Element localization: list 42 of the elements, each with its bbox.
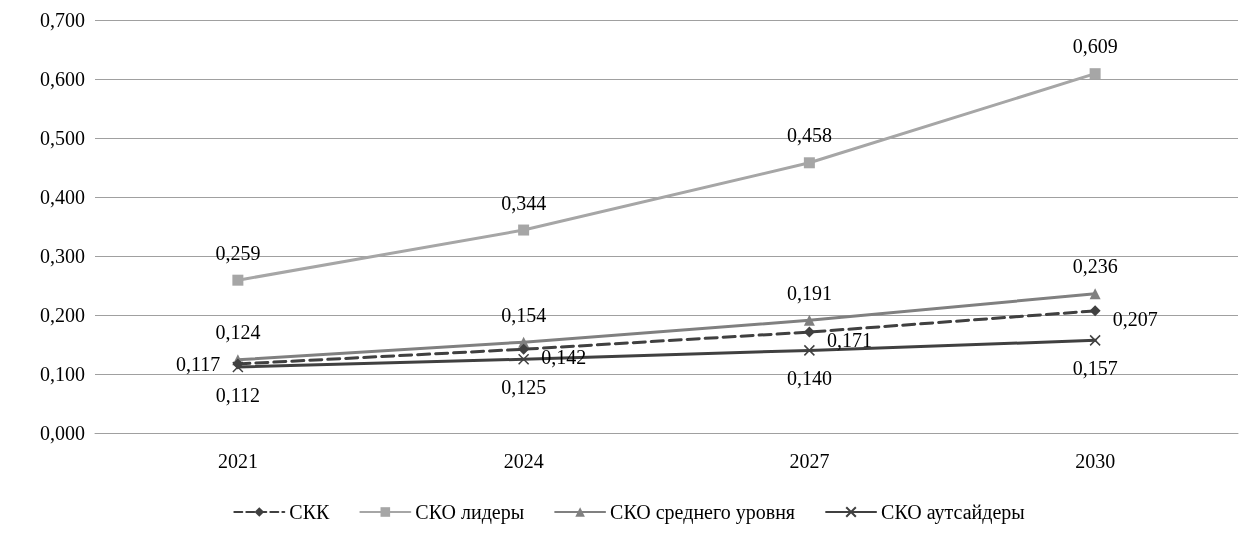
x-tick-label: 2027	[789, 450, 830, 472]
point	[518, 224, 530, 236]
data-label: 0,117	[176, 352, 221, 375]
legend-label: СКО аутсайдеры	[881, 501, 1025, 524]
data-label: 0,171	[826, 329, 872, 352]
data-label: 0,154	[501, 303, 547, 326]
y-tick-label: 0,700	[40, 9, 85, 31]
data-label: 0,125	[501, 376, 547, 398]
data-label: 0,157	[1072, 357, 1118, 380]
y-tick-label: 0,600	[40, 68, 85, 90]
data-label: 0,458	[786, 124, 832, 147]
y-tick-label: 0,200	[40, 304, 85, 326]
data-label: 0,609	[1072, 35, 1118, 58]
data-label: 0,140	[786, 367, 832, 390]
legend-label: СКО лидеры	[415, 501, 525, 524]
y-tick-label: 0,000	[40, 422, 85, 444]
point	[1089, 288, 1101, 300]
point	[803, 314, 815, 326]
point	[232, 274, 244, 286]
point	[1089, 68, 1101, 80]
x-tick-label: 2030	[1075, 450, 1116, 472]
y-tick-label: 0,400	[40, 186, 85, 208]
legend-label: СКО среднего уровня	[610, 501, 796, 524]
point	[803, 344, 816, 357]
data-label: 0,259	[215, 241, 261, 264]
x-tick-label: 2024	[503, 450, 544, 472]
y-tick-label: 0,100	[40, 363, 85, 385]
data-label: 0,344	[501, 191, 547, 214]
point	[1089, 305, 1101, 317]
data-label: 0,236	[1072, 255, 1118, 278]
y-tick-label: 0,500	[40, 127, 85, 149]
point	[803, 157, 815, 169]
point	[517, 353, 530, 365]
y-tick-label: 0,300	[40, 245, 85, 267]
data-label: 0,191	[786, 281, 832, 304]
point	[1089, 334, 1101, 347]
point	[518, 343, 530, 355]
data-label: 0,112	[215, 383, 261, 406]
data-label: 0,124	[215, 321, 261, 344]
x-tick-label: 2021	[217, 450, 258, 472]
legend-label: СКК	[289, 501, 330, 523]
data-label: 0,207	[1112, 307, 1158, 330]
